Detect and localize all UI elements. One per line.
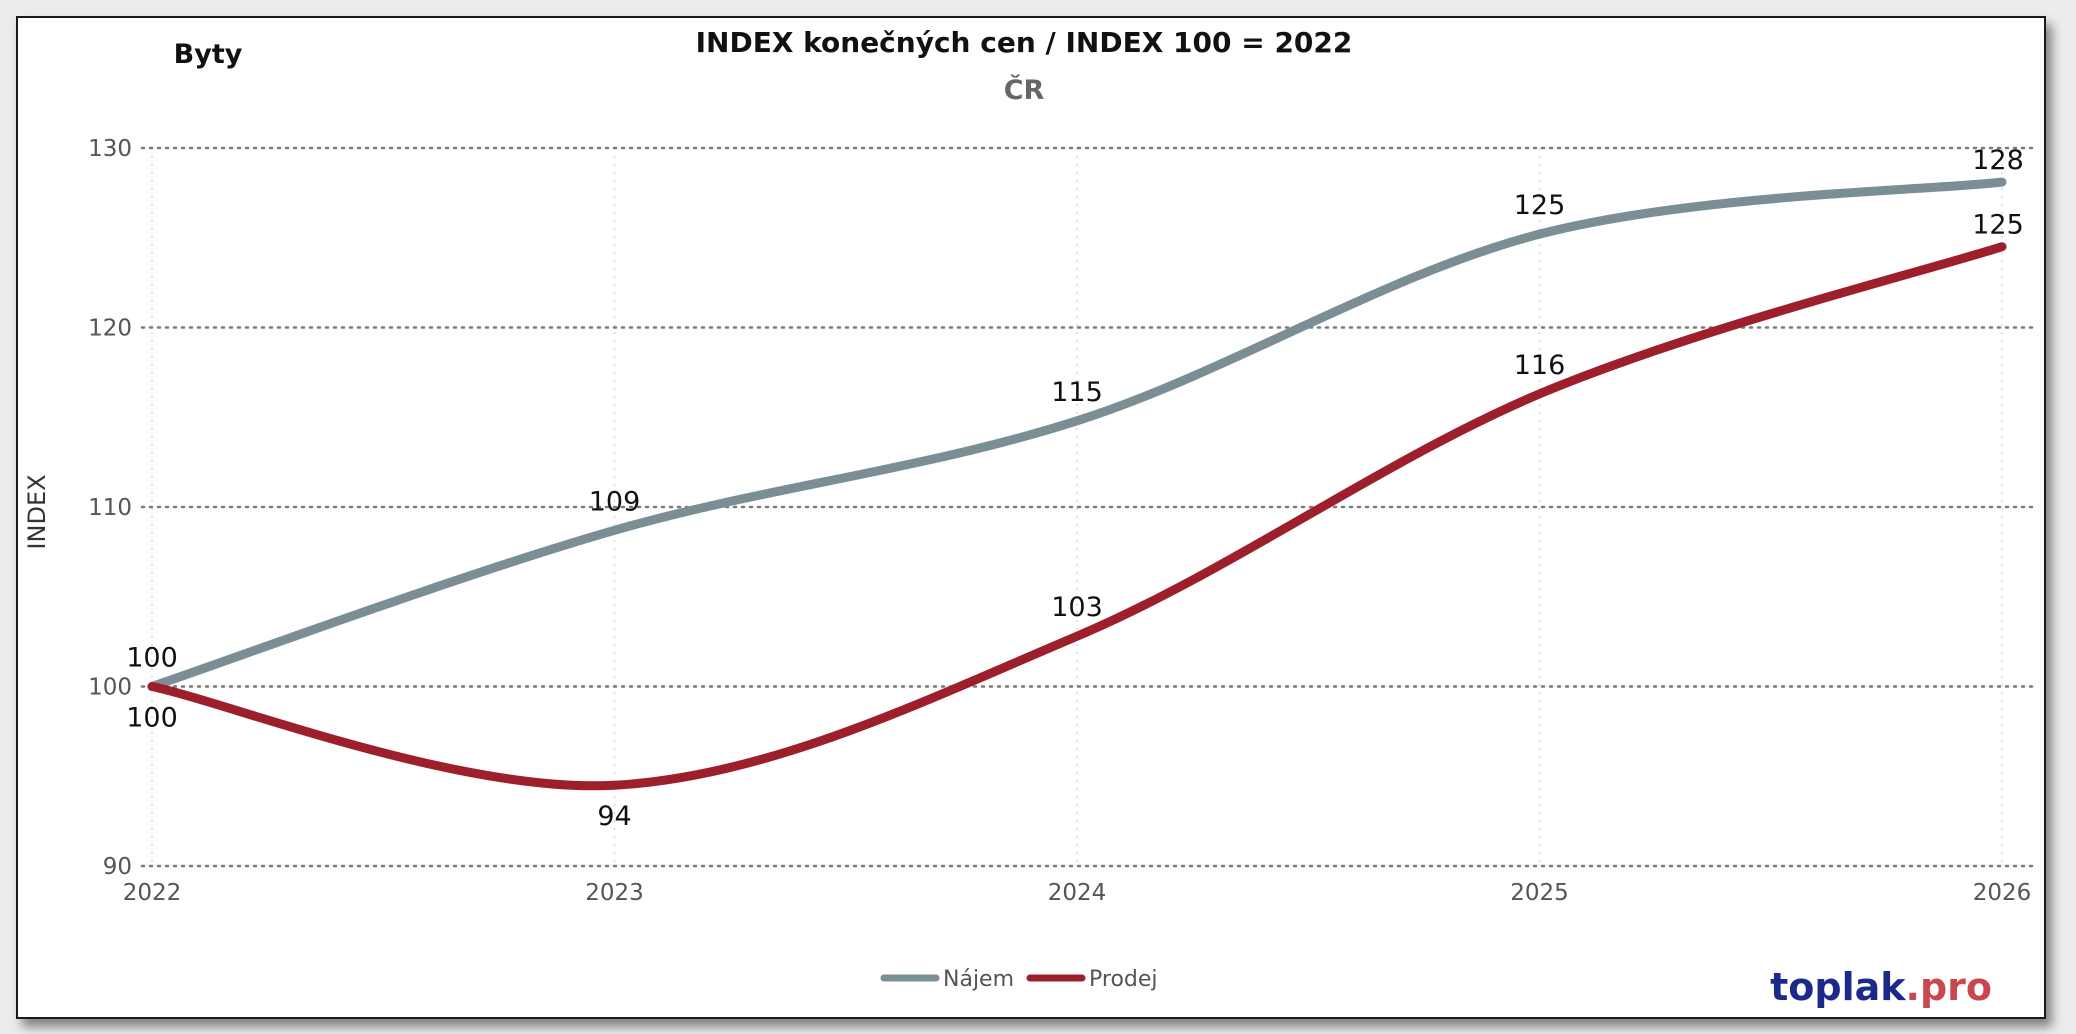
- legend: Nájem Prodej: [880, 967, 1158, 992]
- y-tick-labels: 90 100 110 120 130: [88, 136, 132, 880]
- legend-label-najem: Nájem: [943, 967, 1014, 992]
- x-tick-label: 2023: [585, 880, 644, 906]
- brand-suffix: .pro: [1906, 965, 1992, 1009]
- x-tick-label: 2022: [123, 880, 182, 906]
- data-label: 116: [1514, 350, 1566, 381]
- y-axis-label: INDEX: [23, 474, 51, 549]
- data-label: 115: [1051, 377, 1103, 408]
- x-tick-label: 2025: [1510, 880, 1569, 906]
- data-label: 100: [126, 703, 178, 734]
- y-tick-label: 120: [88, 316, 132, 342]
- y-tick-label: 130: [88, 136, 132, 162]
- data-label: 109: [589, 486, 641, 517]
- brand-logo: toplak.pro: [1770, 965, 1992, 1009]
- series-lines: [147, 177, 2007, 791]
- data-label: 103: [1051, 592, 1103, 623]
- data-label: 94: [597, 801, 631, 832]
- data-label: 125: [1972, 210, 2024, 241]
- y-tick-label: 100: [88, 675, 132, 701]
- data-label: 128: [1972, 145, 2024, 176]
- data-label: 125: [1514, 190, 1566, 221]
- y-tick-label: 90: [103, 854, 132, 880]
- chart-title: INDEX konečných cen / INDEX 100 = 2022: [696, 26, 1353, 59]
- series-line-najem: [147, 177, 2007, 691]
- x-tick-label: 2026: [1973, 880, 2032, 906]
- y-tick-label: 110: [88, 495, 132, 521]
- legend-label-prodej: Prodej: [1089, 967, 1158, 992]
- chart-card: Byty INDEX konečných cen / INDEX 100 = 2…: [16, 16, 2046, 1019]
- chart-subtitle: ČR: [1004, 74, 1045, 106]
- chart-svg: Byty INDEX konečných cen / INDEX 100 = 2…: [23, 26, 2034, 1009]
- series-line-prodej: [147, 242, 2007, 791]
- data-label: 100: [126, 643, 178, 674]
- brand-name: toplak: [1770, 965, 1906, 1009]
- data-labels: 100 109 115 125 128 100 94 103 116 125: [126, 145, 2024, 832]
- x-tick-label: 2024: [1048, 880, 1107, 906]
- gridlines: [140, 146, 2034, 868]
- x-tick-labels: 2022 2023 2024 2025 2026: [123, 880, 2032, 906]
- corner-label: Byty: [174, 39, 243, 70]
